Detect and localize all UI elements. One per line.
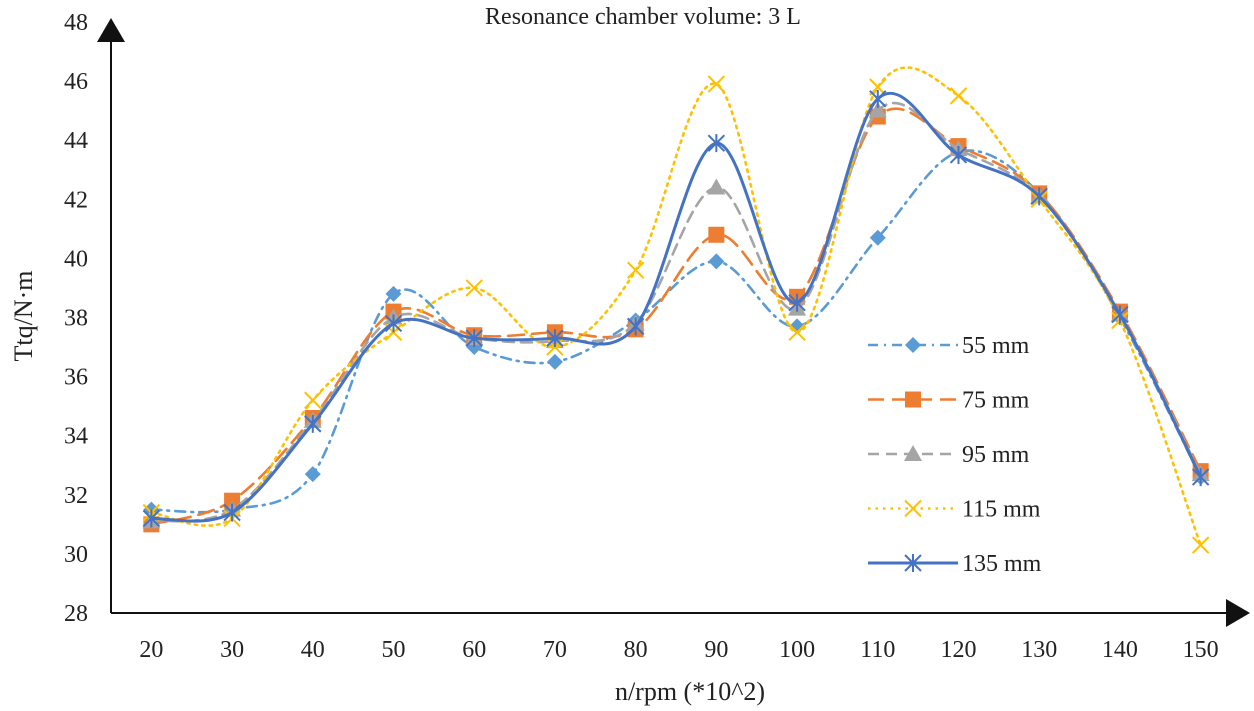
data-point <box>707 75 726 93</box>
x-tick-label: 150 <box>1183 637 1219 663</box>
data-point <box>142 509 161 528</box>
data-point <box>465 279 483 297</box>
y-tick-label: 28 <box>64 601 88 627</box>
legend-marker <box>904 499 922 518</box>
data-point <box>385 285 402 302</box>
data-point <box>868 101 887 118</box>
series-line-75-mm <box>150 107 1202 526</box>
data-point <box>304 391 322 409</box>
data-point <box>546 353 563 370</box>
legend-item: 115 mm <box>868 497 1041 523</box>
legend-marker <box>905 391 921 408</box>
y-tick-label: 38 <box>64 306 88 332</box>
y-tick-label: 34 <box>64 424 88 450</box>
data-point <box>708 253 725 270</box>
data-point <box>788 323 806 341</box>
series-line-55-mm <box>150 149 1202 514</box>
x-tick-label: 70 <box>543 637 567 663</box>
data-point <box>708 226 725 243</box>
y-tick-label: 32 <box>64 483 88 509</box>
data-point <box>1191 468 1210 487</box>
data-point <box>546 329 564 348</box>
data-point <box>626 261 645 279</box>
data-point <box>949 87 968 105</box>
data-point <box>304 466 321 483</box>
x-tick-label: 30 <box>220 637 244 663</box>
y-tick-label: 30 <box>64 542 88 568</box>
x-tick-label: 140 <box>1102 637 1138 663</box>
y-tick-label: 40 <box>64 246 88 272</box>
legend-marker <box>904 554 922 572</box>
x-tick-label: 110 <box>860 637 895 663</box>
y-axis-label: Ttq/N·m <box>9 271 38 362</box>
data-point <box>1030 187 1048 206</box>
data-point <box>788 293 806 312</box>
y-tick-label: 46 <box>64 69 88 95</box>
legend: 55 mm 75 mm 95 mm 115 mm 135 mm <box>868 333 1042 577</box>
data-point <box>949 145 968 164</box>
y-tick-label: 48 <box>64 10 88 36</box>
legend-item: 75 mm <box>868 388 1030 414</box>
x-tick-label: 40 <box>301 637 325 663</box>
legend-marker <box>905 337 921 353</box>
legend-label: 95 mm <box>962 442 1030 468</box>
legend-item: 135 mm <box>868 551 1042 577</box>
x-tick-label: 130 <box>1021 637 1057 663</box>
legend-marker <box>904 445 922 461</box>
data-point <box>304 414 322 433</box>
y-tick-label: 44 <box>64 128 88 154</box>
data-point <box>707 178 726 195</box>
x-tick-label: 50 <box>382 637 406 663</box>
chart-title: Resonance chamber volume: 3 L <box>485 4 801 30</box>
y-tick-label: 36 <box>64 365 88 391</box>
data-point <box>1191 536 1210 554</box>
data-point <box>707 134 726 153</box>
x-tick-label: 20 <box>139 637 163 663</box>
legend-item: 55 mm <box>868 333 1030 359</box>
x-tick-label: 120 <box>941 637 977 663</box>
data-point <box>869 229 886 246</box>
x-tick-label: 90 <box>704 637 728 663</box>
data-point <box>626 317 645 336</box>
y-tick-label: 42 <box>64 187 88 213</box>
data-point <box>223 503 241 522</box>
x-tick-label: 80 <box>624 637 648 663</box>
legend-label: 55 mm <box>962 333 1030 359</box>
legend-item: 95 mm <box>868 442 1030 468</box>
x-axis-label: n/rpm (*10^2) <box>615 677 765 706</box>
x-tick-label: 100 <box>779 637 815 663</box>
legend-label: 135 mm <box>962 551 1042 577</box>
legend-label: 115 mm <box>962 497 1041 523</box>
data-point <box>465 329 483 348</box>
x-tick-label: 60 <box>462 637 486 663</box>
data-point <box>384 314 403 333</box>
legend-label: 75 mm <box>962 388 1030 414</box>
data-point <box>1111 305 1129 324</box>
series-line-95-mm <box>150 101 1202 523</box>
data-point <box>869 89 887 108</box>
